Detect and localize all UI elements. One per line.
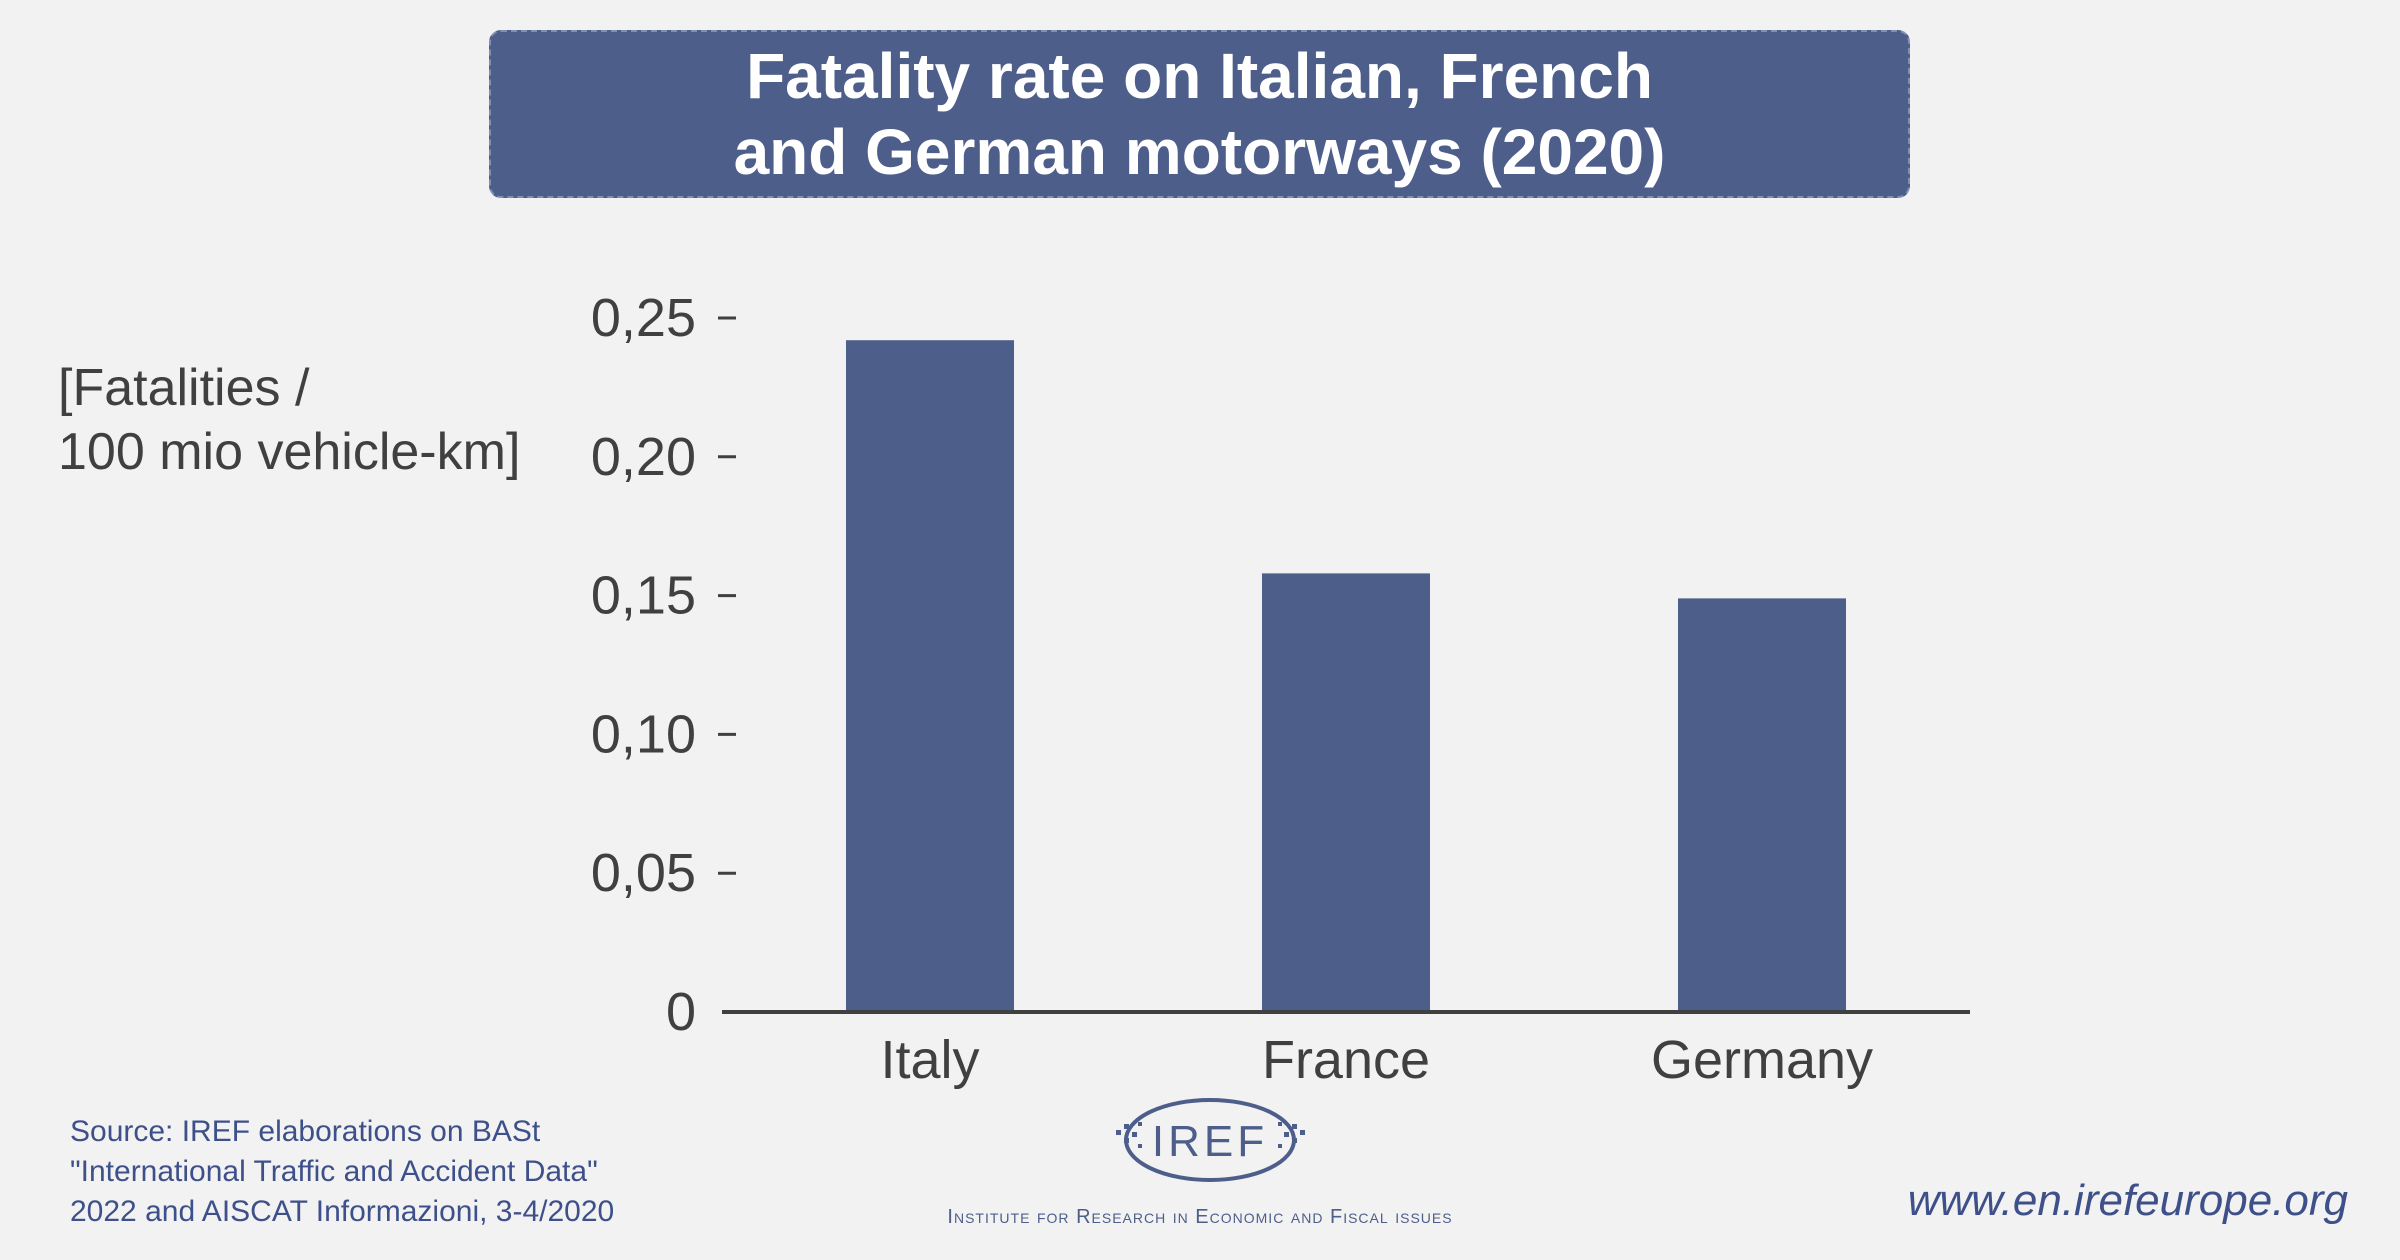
y-tick-label: 0,10 — [591, 704, 696, 764]
iref-logo: IREF Institute for Research in Economic … — [880, 1092, 1520, 1232]
iref-tagline: Institute for Research in Economic and F… — [947, 1206, 1453, 1228]
x-category-label: Germany — [1651, 1030, 1873, 1090]
y-axis-label: [Fatalities / 100 mio vehicle-km] — [58, 356, 520, 484]
y-tick-label: 0 — [666, 982, 696, 1042]
y-axis-label-line-2: 100 mio vehicle-km] — [58, 423, 521, 481]
chart-title: Fatality rate on Italian, French and Ger… — [489, 30, 1910, 198]
bar-germany — [1678, 598, 1846, 1012]
bar-italy — [846, 340, 1014, 1012]
bar-france — [1262, 573, 1430, 1012]
y-tick-label: 0,05 — [591, 843, 696, 903]
x-category-label: France — [1262, 1030, 1430, 1090]
source-note: Source: IREF elaborations on BASt "Inter… — [70, 1112, 614, 1232]
y-tick-label: 0,20 — [591, 427, 696, 487]
y-tick-label: 0,25 — [591, 288, 696, 348]
y-tick-label: 0,15 — [591, 566, 696, 626]
source-line-1: Source: IREF elaborations on BASt — [70, 1115, 541, 1148]
iref-logo-text: IREF — [1152, 1117, 1268, 1166]
iref-logo-mark: IREF — [1116, 1098, 1305, 1182]
source-line-2: "International Traffic and Accident Data… — [70, 1155, 598, 1188]
x-category-label: Italy — [880, 1030, 979, 1090]
y-axis-label-line-1: [Fatalities / — [58, 359, 310, 417]
chart-title-line-1: Fatality rate on Italian, French — [746, 40, 1653, 112]
website-link[interactable]: www.en.irefeurope.org — [1907, 1176, 2348, 1225]
source-line-3: 2022 and AISCAT Informazioni, 3-4/2020 — [70, 1195, 615, 1228]
chart-title-line-2: and German motorways (2020) — [733, 116, 1666, 188]
